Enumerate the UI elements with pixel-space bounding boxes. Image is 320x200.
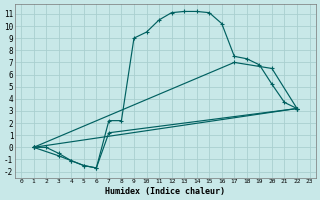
X-axis label: Humidex (Indice chaleur): Humidex (Indice chaleur) <box>105 187 225 196</box>
